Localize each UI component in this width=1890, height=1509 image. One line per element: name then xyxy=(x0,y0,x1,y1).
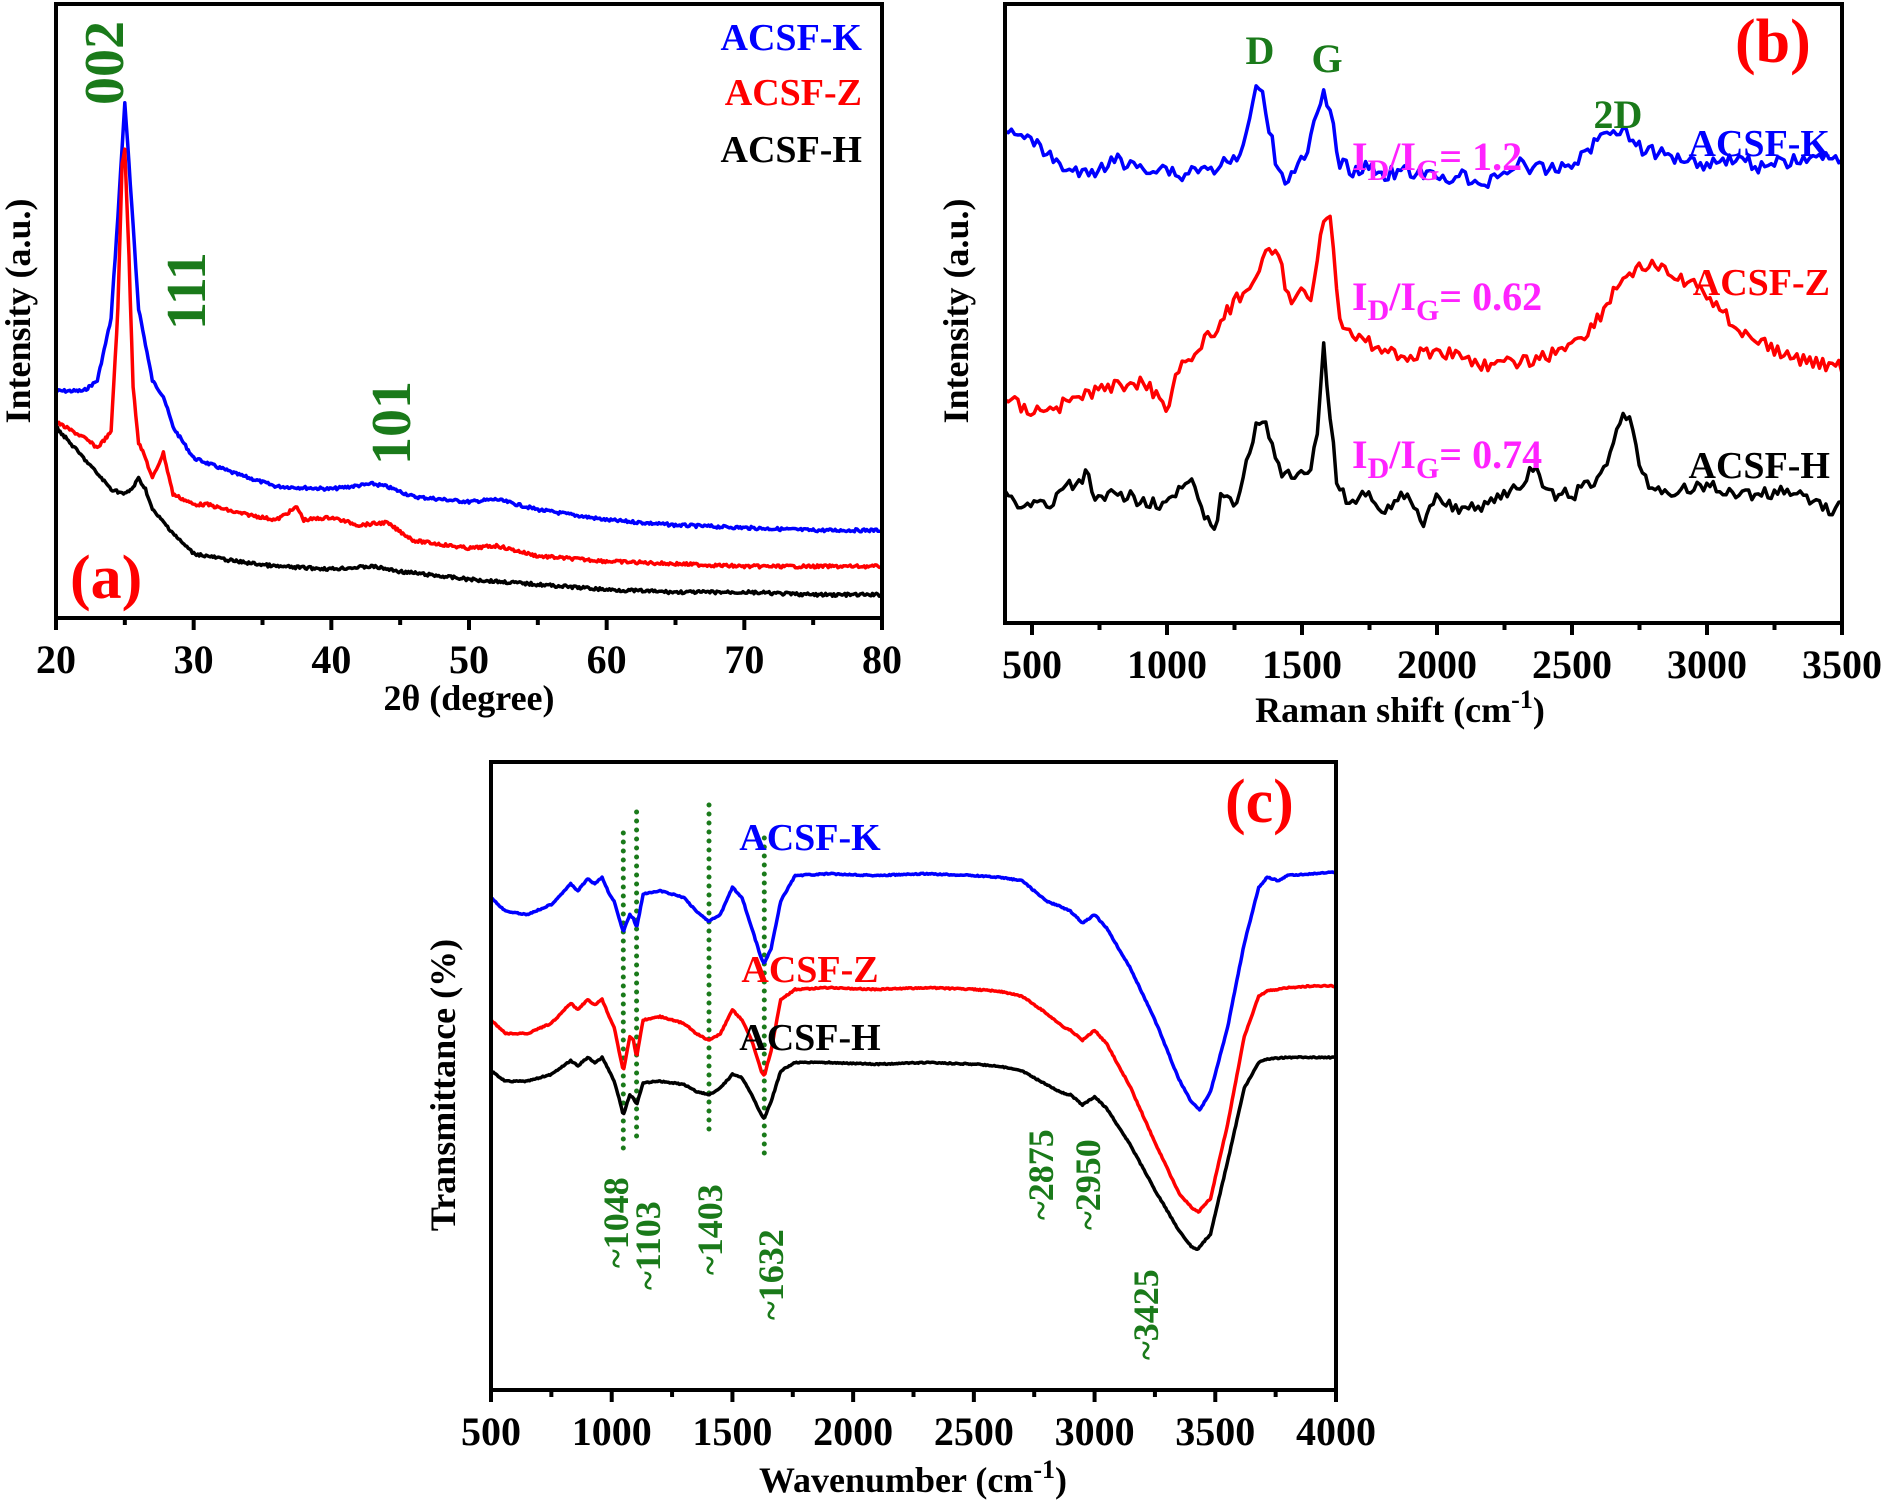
series-acsf-z-line xyxy=(1003,214,1844,418)
panel-b-x-tick-label: 500 xyxy=(1002,642,1062,687)
panel-a-legend-acsf-k: ACSF-K xyxy=(721,17,863,59)
panel-b-xlabel-sup: -1 xyxy=(1511,685,1533,714)
panel-c-ftir: 500 1000 1500 2000 2500 3000 3500 4000 Wavenumb… xyxy=(423,760,1376,1500)
panel-a-peak-111: 111 xyxy=(156,252,218,330)
panel-a-xlabel: 2θ (degree) xyxy=(383,678,554,718)
ratio-h-value: = 0.74 xyxy=(1439,432,1542,477)
panel-b-peak-d: D xyxy=(1246,28,1275,73)
panel-c-legend-acsf-z: ACSF-Z xyxy=(741,949,878,991)
ratio-k-value: = 1.2 xyxy=(1439,134,1522,179)
panel-c-x-tick-label: 2500 xyxy=(934,1409,1014,1454)
panel-c-ylabel: Transmittance (%) xyxy=(423,939,463,1231)
series-acsf-h-line xyxy=(1003,341,1844,531)
series-acsf-h-line xyxy=(54,424,884,598)
panel-b-x-tick-label: 1000 xyxy=(1127,642,1207,687)
panel-c-label: (c) xyxy=(1225,768,1294,836)
panel-b-peak-2d: 2D xyxy=(1594,92,1643,137)
peak-label-1103: ~1103 xyxy=(628,1201,668,1290)
panel-c-x-tick-label: 3500 xyxy=(1175,1409,1255,1454)
series-acsf-h-line xyxy=(489,1055,1338,1252)
panel-a-legend-acsf-h: ACSF-H xyxy=(721,129,862,171)
panel-c-x-tick-label: 1000 xyxy=(572,1409,652,1454)
series-acsf-k-line xyxy=(489,870,1338,1112)
panel-a-xrd: 20 30 40 50 60 70 80 2θ (degree) Intensity (a.… xyxy=(0,2,902,718)
panel-b-xlabel-main: Raman shift (cm xyxy=(1255,690,1511,730)
peak-label-1403: ~1403 xyxy=(690,1184,730,1275)
panel-c-xlabel-close: ) xyxy=(1055,1460,1067,1500)
panel-c-legend-acsf-h: ACSF-H xyxy=(739,1017,880,1059)
series-acsf-k-line xyxy=(1003,84,1844,189)
panel-c-x-tick-label: 1500 xyxy=(692,1409,772,1454)
panel-b-x-tick-label: 1500 xyxy=(1262,642,1342,687)
panel-c-xlabel-sup: -1 xyxy=(1033,1455,1055,1484)
panel-a-x-tick-label: 20 xyxy=(36,637,76,682)
panel-a-label: (a) xyxy=(70,544,142,612)
ratio-h-text: ID/IG= 0.74 xyxy=(1352,432,1542,485)
panel-b-x-tick-label: 3500 xyxy=(1802,642,1882,687)
peak-label-1048: ~1048 xyxy=(596,1177,636,1268)
panel-b-xlabel-close: ) xyxy=(1533,690,1545,730)
series-acsf-z-line xyxy=(54,147,884,570)
panel-b-x-tick-label: 2500 xyxy=(1532,642,1612,687)
panel-c-xlabel-main: Wavenumber (cm xyxy=(759,1460,1033,1500)
panel-b-legend-acsf-z: ACSF-Z xyxy=(1693,262,1830,304)
panel-a-peak-002: 002 xyxy=(74,21,136,105)
panel-c-x-tick-label: 2000 xyxy=(813,1409,893,1454)
panel-b-ylabel: Intensity (a.u.) xyxy=(936,198,976,423)
panel-b-legend-acsf-k: ACSF-K xyxy=(1689,123,1831,165)
panel-c-frame xyxy=(489,760,1338,1392)
panel-a-x-tick-label: 50 xyxy=(449,637,489,682)
series-acsf-z-line xyxy=(489,983,1338,1214)
panel-a-x-tick-label: 30 xyxy=(174,637,214,682)
peak-label-2875: ~2875 xyxy=(1021,1129,1061,1220)
panel-a-x-tick-label: 80 xyxy=(862,637,902,682)
panel-a-ylabel: Intensity (a.u.) xyxy=(0,198,38,423)
panel-b-xlabel: Raman shift (cm-1) xyxy=(1255,685,1545,730)
panel-b-legend-acsf-h: ACSF-H xyxy=(1689,445,1830,487)
panel-c-x-tick-label: 500 xyxy=(461,1409,521,1454)
series-acsf-k-line xyxy=(54,101,884,534)
panel-a-x-tick-label: 70 xyxy=(724,637,764,682)
panel-a-x-tick-label: 40 xyxy=(311,637,351,682)
panel-c-x-tick-label: 4000 xyxy=(1296,1409,1376,1454)
peak-label-1632: ~1632 xyxy=(751,1229,791,1320)
panel-b-frame xyxy=(1003,2,1844,625)
panel-b-x-tick-label: 2000 xyxy=(1397,642,1477,687)
panel-a-peak-101: 101 xyxy=(361,381,423,465)
ratio-z-value: = 0.62 xyxy=(1439,274,1542,319)
panel-b-peak-g: G xyxy=(1311,36,1342,81)
peak-label-2950: ~2950 xyxy=(1068,1139,1108,1230)
panel-c-xlabel: Wavenumber (cm-1) xyxy=(759,1455,1067,1500)
panel-a-legend-acsf-z: ACSF-Z xyxy=(725,72,862,114)
panel-b-label: (b) xyxy=(1735,8,1811,76)
panel-b-ratio-z: ID/IG= 0.62 xyxy=(1352,274,1542,327)
panel-c-legend-acsf-k: ACSF-K xyxy=(739,817,881,859)
peak-label-3425: ~3425 xyxy=(1126,1269,1166,1360)
panel-b-raman: 500 1000 1500 2000 2500 3000 3500 Raman shift … xyxy=(936,2,1882,730)
panel-a-x-tick-label: 60 xyxy=(587,637,627,682)
panel-b-x-tick-label: 3000 xyxy=(1667,642,1747,687)
panel-b-ratio-h: ID/IG= 0.74 xyxy=(1352,432,1542,485)
panel-c-x-tick-label: 3000 xyxy=(1055,1409,1135,1454)
ratio-z-text: ID/IG= 0.62 xyxy=(1352,274,1542,327)
